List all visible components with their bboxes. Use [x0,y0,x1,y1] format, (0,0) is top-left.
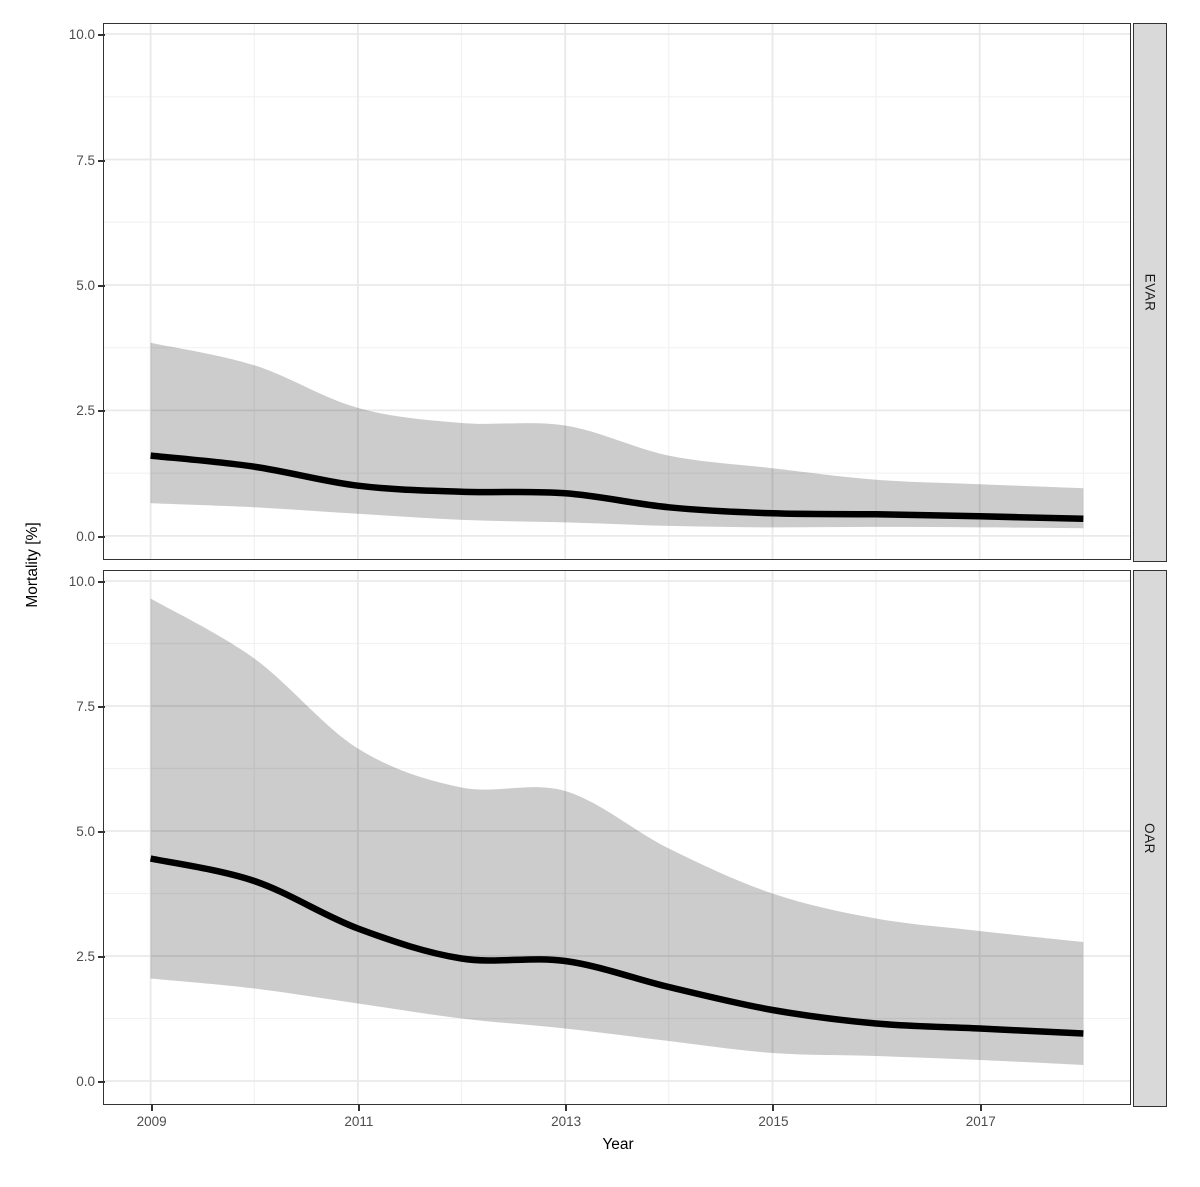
y-tick-label: 2.5 [76,403,95,419]
y-tick-label: 7.5 [76,152,95,168]
y-tick-mark [98,284,105,287]
facet-strip-evar: EVAR [1132,23,1167,562]
x-tick-label: 2017 [965,1114,996,1129]
facet-strip-oar: OAR [1132,570,1167,1107]
y-tick-mark [98,159,105,162]
x-tick-mark [565,1105,568,1111]
panel-oar [103,570,1132,1106]
y-tick-label: 0.0 [76,528,95,544]
x-axis-title: Year [602,1136,634,1153]
y-tick-mark [98,34,105,37]
x-tick-label: 2015 [758,1114,789,1129]
y-tick-mark [98,706,105,708]
y-tick-label: 10.0 [68,574,95,589]
y-tick-label: 5.0 [76,824,95,839]
x-tick-label: 2011 [344,1114,374,1129]
y-tick-mark [98,1081,105,1083]
facet-strip-label: OAR [1141,823,1157,854]
trend-line [150,855,1084,1038]
x-tick-mark [357,1105,360,1111]
y-tick-label: 2.5 [76,949,95,964]
x-tick-mark [979,1105,982,1111]
y-tick-mark [98,956,105,958]
y-tick-mark [98,581,105,583]
facet-strip-label: EVAR [1142,273,1158,312]
x-tick-mark [772,1105,775,1111]
x-tick-label: 2009 [136,1114,167,1129]
y-tick-label: 10.0 [68,27,95,43]
y-tick-label: 0.0 [76,1074,95,1089]
chart-svg-evar [104,24,1131,560]
ci-ribbon [150,598,1084,1066]
trend-line [150,452,1084,523]
y-tick-mark [98,831,105,833]
y-tick-mark [98,535,105,538]
panel-evar [103,23,1132,561]
y-tick-label: 7.5 [76,699,95,714]
y-tick-label: 5.0 [76,277,95,293]
y-tick-mark [98,410,105,413]
x-tick-label: 2013 [551,1114,582,1129]
ci-ribbon [150,343,1084,529]
chart-svg-oar [104,571,1131,1105]
x-tick-mark [150,1105,153,1111]
